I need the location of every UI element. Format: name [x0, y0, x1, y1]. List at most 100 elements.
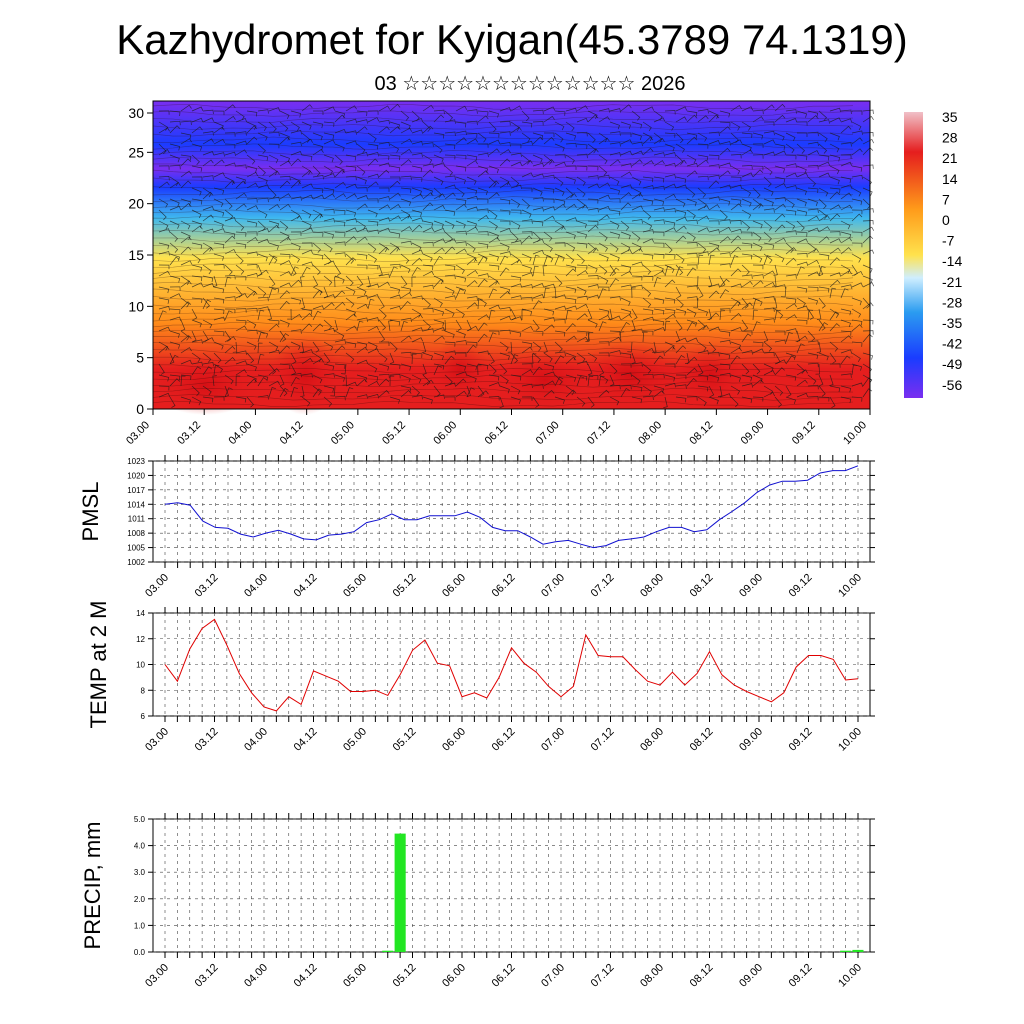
wind-barb — [444, 165, 453, 176]
wind-barb — [224, 387, 233, 398]
wind-barb — [246, 231, 258, 236]
wind-barb — [455, 340, 467, 345]
wind-barb — [345, 165, 357, 172]
wind-barb — [444, 264, 456, 271]
wind-barb — [224, 249, 237, 255]
wind-barb — [719, 141, 732, 146]
wind-barb — [807, 187, 819, 193]
wind-barb — [631, 284, 643, 290]
wind-barb — [587, 165, 599, 171]
wind-barb — [620, 121, 631, 130]
wind-barb — [807, 362, 819, 368]
wind-barb — [576, 374, 588, 381]
wind-barb — [598, 231, 608, 242]
wind-barb — [829, 257, 840, 266]
wind-barb — [158, 110, 170, 115]
wind-barb — [829, 374, 834, 387]
wind-barb — [719, 170, 731, 178]
wind-barb — [466, 206, 479, 211]
wind-barb — [499, 255, 509, 266]
wind-barb — [774, 132, 785, 141]
wind-barb — [565, 305, 578, 310]
wind-barb — [158, 341, 169, 351]
wind-barb — [367, 298, 375, 310]
wind-barb — [224, 151, 237, 157]
wind-barb — [411, 224, 423, 233]
wind-barb — [411, 352, 423, 358]
wind-barb — [213, 172, 226, 178]
wind-barb — [631, 176, 642, 186]
wind-barb — [279, 260, 292, 266]
wind-barb — [642, 297, 652, 308]
wind-barb — [763, 318, 775, 323]
wind-barb — [620, 220, 630, 231]
wind-barb — [708, 352, 720, 357]
wind-barb — [202, 131, 214, 136]
wind-barb — [323, 187, 335, 194]
wind-barb — [598, 352, 610, 357]
wind-barb — [499, 290, 511, 299]
wind-barb — [543, 206, 556, 211]
wind-barb — [686, 114, 698, 123]
wind-barb — [763, 330, 769, 343]
wind-barb — [532, 352, 541, 363]
wind-barb — [609, 231, 621, 239]
wind-barb — [807, 248, 819, 255]
wind-barb — [620, 139, 633, 145]
wind-barb — [664, 227, 677, 233]
wind-barb — [642, 176, 654, 183]
temp-x-label: 04.12 — [292, 726, 320, 754]
wind-barb — [488, 275, 499, 285]
wind-barb — [356, 119, 368, 124]
wind-barb — [675, 337, 688, 343]
wind-barb — [675, 384, 687, 389]
wind-barb — [290, 129, 303, 135]
wind-barb — [719, 121, 731, 127]
wind-barb — [851, 110, 863, 115]
wind-barb — [598, 137, 610, 145]
wind-barb — [609, 159, 621, 167]
wind-barb — [477, 278, 488, 288]
wind-barb — [521, 369, 533, 376]
wind-barb — [840, 142, 852, 147]
wind-barb — [719, 209, 728, 221]
wind-barb — [213, 275, 218, 288]
pmsl-y-label: 1023 — [127, 457, 145, 466]
wind-barb — [675, 297, 684, 308]
wind-barb — [532, 294, 545, 299]
wind-barb — [290, 110, 302, 118]
wind-barb — [851, 165, 863, 172]
wind-barb — [664, 132, 676, 138]
wind-barb — [356, 286, 367, 296]
wind-barb — [697, 175, 709, 181]
wind-barb — [697, 187, 706, 198]
wind-barb — [323, 302, 335, 310]
wind-barb — [400, 390, 412, 398]
wind-barb — [664, 152, 677, 157]
colorbar-label: 7 — [942, 191, 950, 207]
wind-barb — [180, 347, 192, 354]
wind-barb — [202, 396, 214, 403]
wind-barb — [851, 130, 863, 135]
wind-barb — [268, 288, 277, 299]
pmsl-x-label: 07.12 — [589, 572, 617, 600]
wind-barb — [411, 394, 423, 400]
wind-barb — [785, 247, 797, 255]
wind-barb — [235, 275, 247, 281]
wind-barb — [180, 138, 192, 145]
wind-barb — [807, 308, 814, 320]
wind-barb — [235, 131, 247, 136]
wind-barb — [300, 297, 306, 310]
wind-barb — [213, 297, 225, 304]
wind-barb — [224, 132, 236, 137]
wind-barb — [862, 208, 874, 213]
wind-barb — [664, 320, 671, 332]
wind-barb — [334, 374, 346, 382]
wind-barb — [554, 319, 566, 324]
wind-barb — [719, 252, 731, 257]
wind-barb — [433, 162, 446, 167]
wind-barb — [389, 242, 400, 252]
wind-barb — [719, 110, 731, 118]
wind-barb — [499, 352, 510, 360]
wind-barb — [488, 110, 500, 118]
